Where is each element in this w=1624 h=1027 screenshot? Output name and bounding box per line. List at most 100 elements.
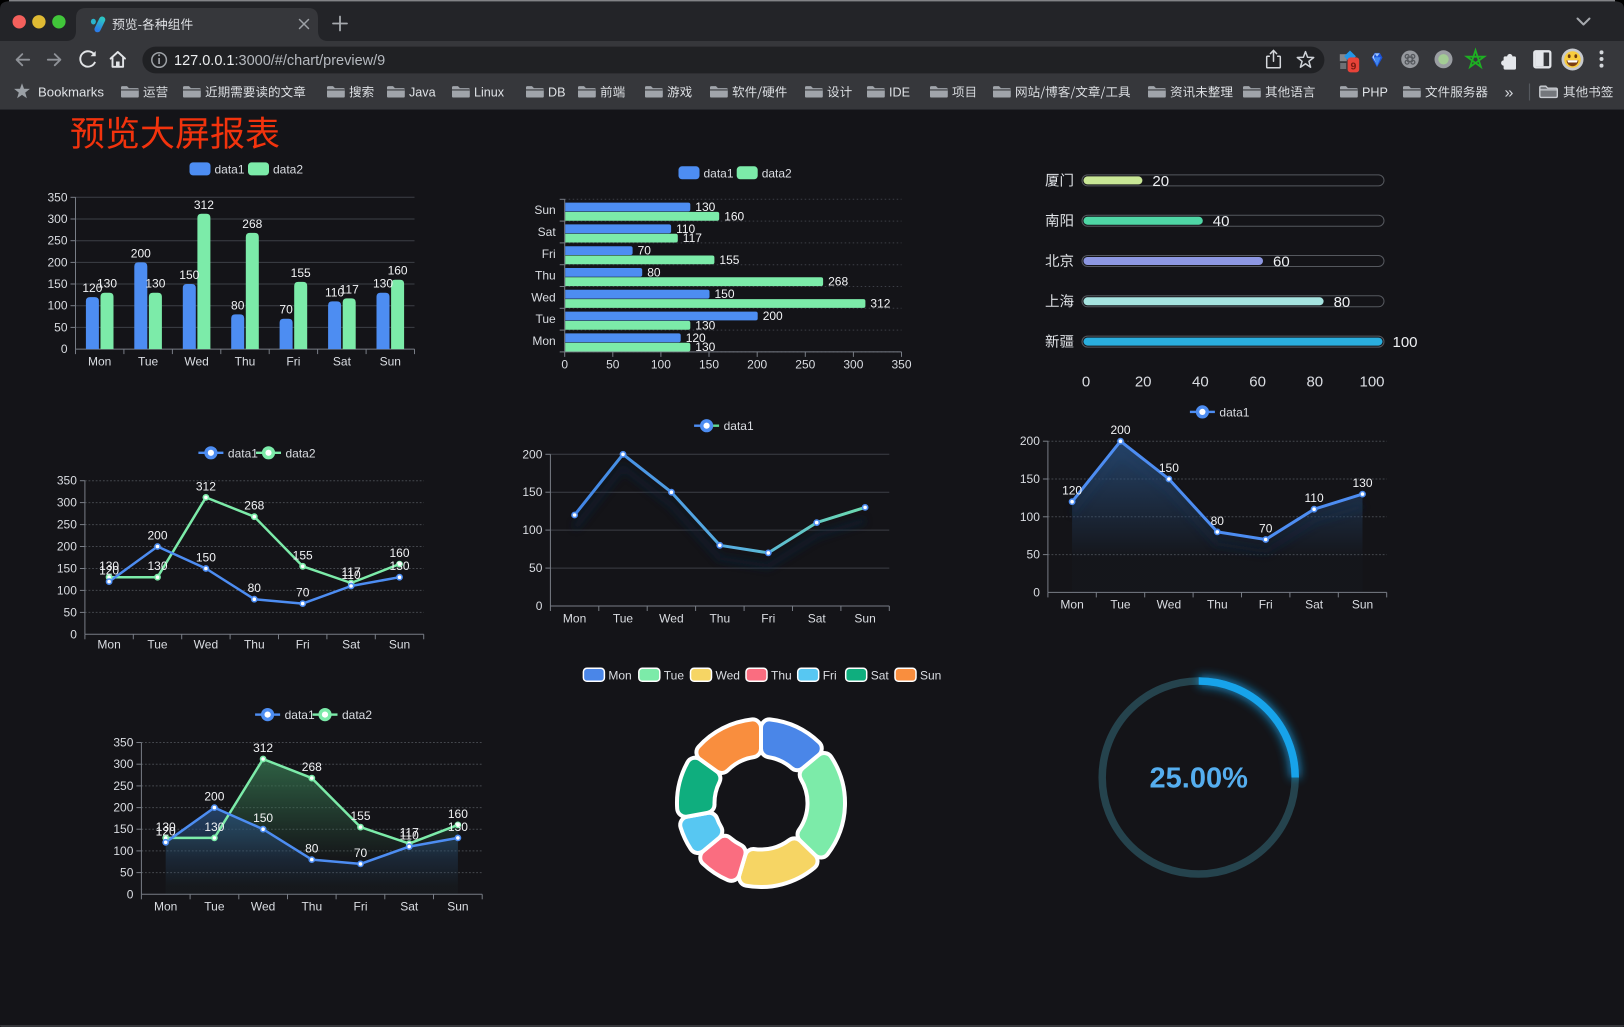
- svg-text:130: 130: [373, 277, 393, 291]
- svg-text:80: 80: [305, 842, 319, 856]
- svg-text:Sat: Sat: [1305, 598, 1324, 612]
- svg-text:110: 110: [325, 285, 344, 299]
- svg-text:Fri: Fri: [542, 247, 556, 261]
- svg-text:100: 100: [522, 523, 542, 537]
- svg-text:350: 350: [891, 358, 911, 372]
- svg-text:150: 150: [1159, 461, 1179, 475]
- svg-text:Wed: Wed: [184, 355, 208, 369]
- svg-text:160: 160: [724, 209, 744, 223]
- svg-text:Tue: Tue: [535, 312, 556, 326]
- svg-text:Sun: Sun: [534, 203, 555, 217]
- svg-text:110: 110: [676, 222, 695, 236]
- svg-text:70: 70: [1259, 522, 1273, 536]
- svg-text:Tue: Tue: [138, 355, 159, 369]
- svg-text:70: 70: [296, 586, 310, 600]
- svg-text:155: 155: [350, 809, 370, 823]
- svg-text:Thu: Thu: [535, 269, 556, 283]
- svg-text:Fri: Fri: [354, 900, 368, 914]
- svg-text:200: 200: [47, 255, 67, 269]
- svg-text:DB: DB: [548, 85, 566, 99]
- svg-text:200: 200: [57, 540, 77, 554]
- svg-text:Wed: Wed: [251, 900, 275, 914]
- svg-text:0: 0: [61, 342, 68, 356]
- svg-text:300: 300: [843, 358, 863, 372]
- svg-text:117: 117: [683, 231, 702, 245]
- svg-text:110: 110: [1305, 491, 1324, 505]
- svg-text:Fri: Fri: [296, 638, 310, 652]
- svg-text:268: 268: [302, 760, 322, 774]
- svg-text:130: 130: [99, 559, 119, 573]
- svg-text:150: 150: [196, 551, 216, 565]
- svg-text:120: 120: [156, 824, 176, 838]
- svg-text:155: 155: [291, 266, 311, 280]
- svg-text:50: 50: [54, 320, 68, 334]
- svg-text:0: 0: [1082, 374, 1090, 391]
- svg-text:100: 100: [113, 844, 133, 858]
- svg-text:Sat: Sat: [333, 355, 352, 369]
- svg-text:Mon: Mon: [608, 669, 631, 683]
- svg-text:Thu: Thu: [771, 669, 792, 683]
- svg-text:Bookmarks: Bookmarks: [38, 84, 104, 99]
- svg-text:Wed: Wed: [194, 638, 218, 652]
- svg-text:155: 155: [293, 548, 313, 562]
- svg-text:250: 250: [57, 518, 77, 532]
- svg-text:150: 150: [253, 811, 273, 825]
- svg-text:80: 80: [1211, 514, 1225, 528]
- svg-text:200: 200: [1110, 423, 1130, 437]
- svg-text:200: 200: [747, 358, 767, 372]
- svg-text:0: 0: [127, 887, 134, 901]
- svg-text:130: 130: [145, 277, 165, 291]
- svg-text:50: 50: [64, 605, 78, 619]
- svg-text:Sat: Sat: [871, 669, 890, 683]
- svg-text:40: 40: [1213, 213, 1230, 230]
- svg-text:250: 250: [47, 234, 67, 248]
- svg-text:40: 40: [1192, 374, 1209, 391]
- svg-text:50: 50: [529, 561, 543, 575]
- svg-text:200: 200: [522, 447, 542, 461]
- svg-text:350: 350: [47, 190, 67, 204]
- svg-text:Thu: Thu: [1207, 598, 1228, 612]
- svg-text:60: 60: [1249, 374, 1266, 391]
- svg-text:110: 110: [400, 829, 419, 843]
- svg-text:127.0.0.1:3000/#/chart/preview: 127.0.0.1:3000/#/chart/preview/9: [174, 53, 385, 69]
- svg-text:0: 0: [70, 627, 77, 641]
- svg-text:150: 150: [1020, 472, 1040, 486]
- svg-text:155: 155: [719, 253, 739, 267]
- svg-text:150: 150: [699, 358, 719, 372]
- svg-text:0: 0: [536, 599, 543, 613]
- svg-text:Sun: Sun: [447, 900, 468, 914]
- svg-text:Tue: Tue: [204, 900, 225, 914]
- svg-text:100: 100: [57, 583, 77, 597]
- svg-text:data2: data2: [273, 162, 303, 176]
- svg-text:120: 120: [1062, 484, 1082, 498]
- svg-text:PHP: PHP: [1362, 85, 1388, 99]
- svg-text:150: 150: [57, 562, 77, 576]
- svg-text:100: 100: [651, 358, 671, 372]
- svg-text:100: 100: [1393, 334, 1418, 351]
- svg-text:Fri: Fri: [1259, 598, 1273, 612]
- svg-text:Mon: Mon: [88, 355, 111, 369]
- svg-text:»: »: [1505, 85, 1514, 102]
- svg-text:150: 150: [47, 277, 67, 291]
- svg-text:Mon: Mon: [563, 611, 586, 625]
- svg-text:Wed: Wed: [531, 290, 555, 304]
- svg-text:130: 130: [448, 820, 468, 834]
- svg-text:80: 80: [231, 298, 245, 312]
- svg-text:Sun: Sun: [389, 638, 410, 652]
- svg-text:Wed: Wed: [1157, 598, 1181, 612]
- svg-text:60: 60: [1273, 254, 1290, 271]
- svg-text:data2: data2: [286, 446, 316, 460]
- svg-text:130: 130: [156, 820, 176, 834]
- svg-text:312: 312: [870, 297, 890, 311]
- svg-text:Thu: Thu: [244, 638, 265, 652]
- svg-text:Sat: Sat: [808, 611, 827, 625]
- svg-text:50: 50: [120, 866, 134, 880]
- svg-text:200: 200: [1020, 434, 1040, 448]
- svg-text:117: 117: [340, 282, 359, 296]
- svg-text:Sun: Sun: [380, 355, 401, 369]
- svg-text:Fri: Fri: [286, 355, 300, 369]
- svg-text:268: 268: [244, 499, 264, 513]
- svg-text:Sat: Sat: [400, 900, 419, 914]
- svg-text:150: 150: [179, 268, 199, 282]
- svg-text:data2: data2: [342, 708, 372, 722]
